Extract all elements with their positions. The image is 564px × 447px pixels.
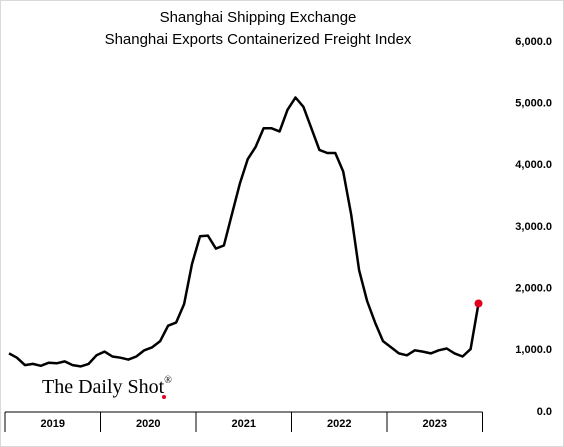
end-marker bbox=[474, 299, 483, 308]
y-tick-label: 2,000.0 bbox=[515, 283, 552, 295]
watermark-mark: ® bbox=[164, 375, 172, 386]
x-tick-label: 2020 bbox=[136, 418, 160, 430]
watermark: The Daily Shot® bbox=[42, 375, 172, 397]
chart-title: Shanghai Shipping Exchange bbox=[160, 9, 357, 26]
y-tick-label: 6,000.0 bbox=[515, 36, 552, 48]
line-series bbox=[8, 96, 480, 368]
y-tick-label: 1,000.0 bbox=[515, 344, 552, 356]
y-tick-label: 3,000.0 bbox=[515, 221, 552, 233]
y-tick-label: 5,000.0 bbox=[515, 98, 552, 110]
y-tick-label: 0.0 bbox=[537, 406, 552, 418]
x-tick-label: 2022 bbox=[327, 418, 351, 430]
watermark-text: The Daily Shot bbox=[42, 376, 165, 398]
watermark-dot bbox=[162, 395, 166, 399]
x-tick-label: 2019 bbox=[41, 418, 65, 430]
chart-subtitle: Shanghai Exports Containerized Freight I… bbox=[105, 31, 412, 48]
x-tick-label: 2021 bbox=[232, 418, 256, 430]
y-tick-label: 4,000.0 bbox=[515, 159, 552, 171]
x-tick-label: 2023 bbox=[423, 418, 447, 430]
